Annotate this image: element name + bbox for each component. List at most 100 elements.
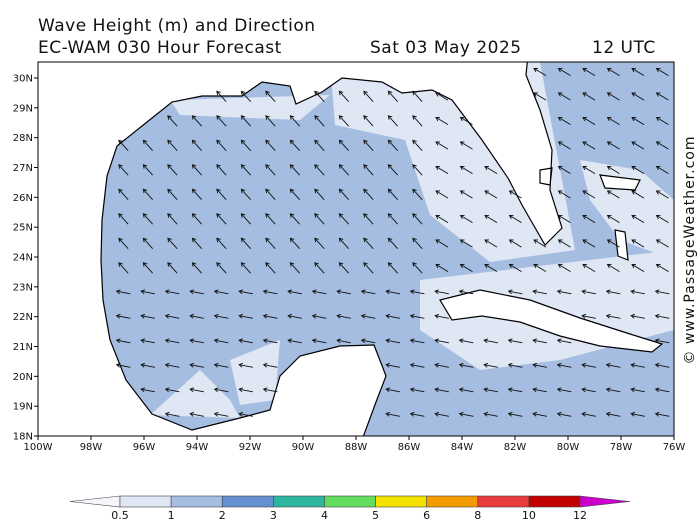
direction-arrow — [605, 411, 621, 417]
direction-arrow — [314, 115, 325, 127]
direction-arrow — [483, 411, 498, 417]
direction-arrow — [265, 164, 276, 176]
colorbar-label: 0.5 — [111, 509, 129, 522]
lon-label: 80W — [557, 442, 580, 453]
lat-label: 22N — [13, 312, 33, 323]
colorbar-label: 8 — [474, 509, 481, 522]
direction-arrow — [338, 115, 349, 127]
direction-arrow — [630, 362, 645, 368]
direction-arrow — [360, 338, 376, 344]
direction-arrow — [654, 362, 670, 368]
direction-arrow — [582, 165, 596, 174]
direction-arrow — [338, 90, 349, 103]
direction-arrow — [412, 115, 423, 127]
direction-arrow — [118, 164, 129, 176]
direction-arrow — [508, 190, 522, 199]
direction-arrow — [582, 92, 596, 101]
colorbar-swatch — [170, 495, 223, 508]
direction-arrow — [655, 239, 669, 248]
direction-arrow — [606, 116, 620, 125]
lat-label: 27N — [13, 163, 33, 174]
lon-label: 96W — [133, 442, 156, 453]
direction-arrow — [191, 237, 202, 250]
direction-arrow — [118, 188, 129, 201]
direction-arrow — [412, 237, 423, 250]
direction-arrow — [240, 115, 251, 127]
direction-arrow — [115, 313, 131, 319]
colorbar-label: 3 — [270, 509, 277, 522]
direction-arrow — [385, 289, 400, 295]
direction-arrow — [655, 141, 669, 150]
direction-arrow — [435, 263, 449, 272]
direction-arrow — [287, 338, 302, 344]
direction-arrow — [556, 411, 572, 417]
colorbar-swatch — [119, 495, 172, 508]
lon-label: 98W — [80, 442, 103, 453]
direction-arrow — [387, 188, 398, 201]
direction-arrow — [654, 289, 670, 295]
direction-arrow — [458, 411, 474, 417]
direction-arrow — [216, 115, 227, 127]
direction-arrow — [167, 115, 178, 127]
direction-arrow — [140, 313, 155, 319]
colorbar-swatch — [528, 495, 581, 508]
calm-zone — [150, 340, 280, 418]
direction-arrow — [459, 239, 473, 248]
direction-arrow — [606, 214, 620, 223]
colorbar-label: 2 — [219, 509, 226, 522]
direction-arrow — [213, 338, 229, 344]
direction-arrow — [605, 313, 621, 319]
direction-arrow — [412, 188, 423, 201]
direction-arrow — [363, 164, 374, 176]
direction-arrow — [412, 262, 423, 274]
direction-arrow — [507, 338, 523, 344]
direction-arrow — [240, 90, 251, 103]
direction-arrow — [484, 214, 498, 223]
direction-arrow — [459, 116, 473, 125]
direction-arrow — [412, 139, 423, 152]
direction-arrow — [115, 338, 131, 344]
direction-arrow — [533, 239, 547, 248]
direction-arrow — [287, 313, 302, 319]
direction-arrow — [631, 165, 645, 174]
direction-arrow — [262, 338, 278, 344]
direction-arrow — [338, 237, 349, 250]
colorbar-swatch — [477, 495, 530, 508]
direction-arrow — [360, 289, 376, 295]
direction-arrow — [164, 313, 180, 319]
direction-arrow — [360, 313, 376, 319]
direction-arrow — [164, 338, 180, 344]
direction-arrow — [507, 411, 523, 417]
direction-arrow — [434, 313, 449, 319]
direction-arrow — [216, 90, 227, 103]
direction-arrow — [240, 262, 251, 274]
direction-arrow — [606, 190, 620, 199]
direction-arrow — [265, 262, 276, 274]
direction-arrow — [265, 188, 276, 201]
direction-arrow — [115, 289, 131, 295]
direction-arrow — [655, 165, 669, 174]
direction-arrow — [434, 289, 449, 295]
title: Wave Height (m) and Direction — [38, 16, 316, 36]
direction-arrow — [459, 263, 473, 272]
direction-arrow — [338, 139, 349, 152]
direction-arrow — [412, 164, 423, 176]
direction-arrow — [654, 313, 670, 319]
direction-arrow — [167, 213, 178, 225]
direction-arrow — [363, 90, 374, 103]
colorbar-swatch — [273, 495, 325, 508]
direction-arrow — [140, 387, 155, 393]
direction-arrow — [409, 387, 425, 393]
direction-arrow — [336, 338, 351, 344]
direction-arrow — [458, 289, 474, 295]
direction-arrow — [387, 139, 398, 152]
direction-arrow — [507, 387, 523, 393]
direction-arrow — [385, 338, 400, 344]
direction-arrow — [655, 263, 669, 272]
lat-label: 26N — [13, 193, 33, 204]
time: 12 UTC — [592, 38, 656, 58]
direction-arrow — [289, 213, 300, 225]
direction-arrow — [167, 139, 178, 152]
direction-arrow — [655, 190, 669, 199]
